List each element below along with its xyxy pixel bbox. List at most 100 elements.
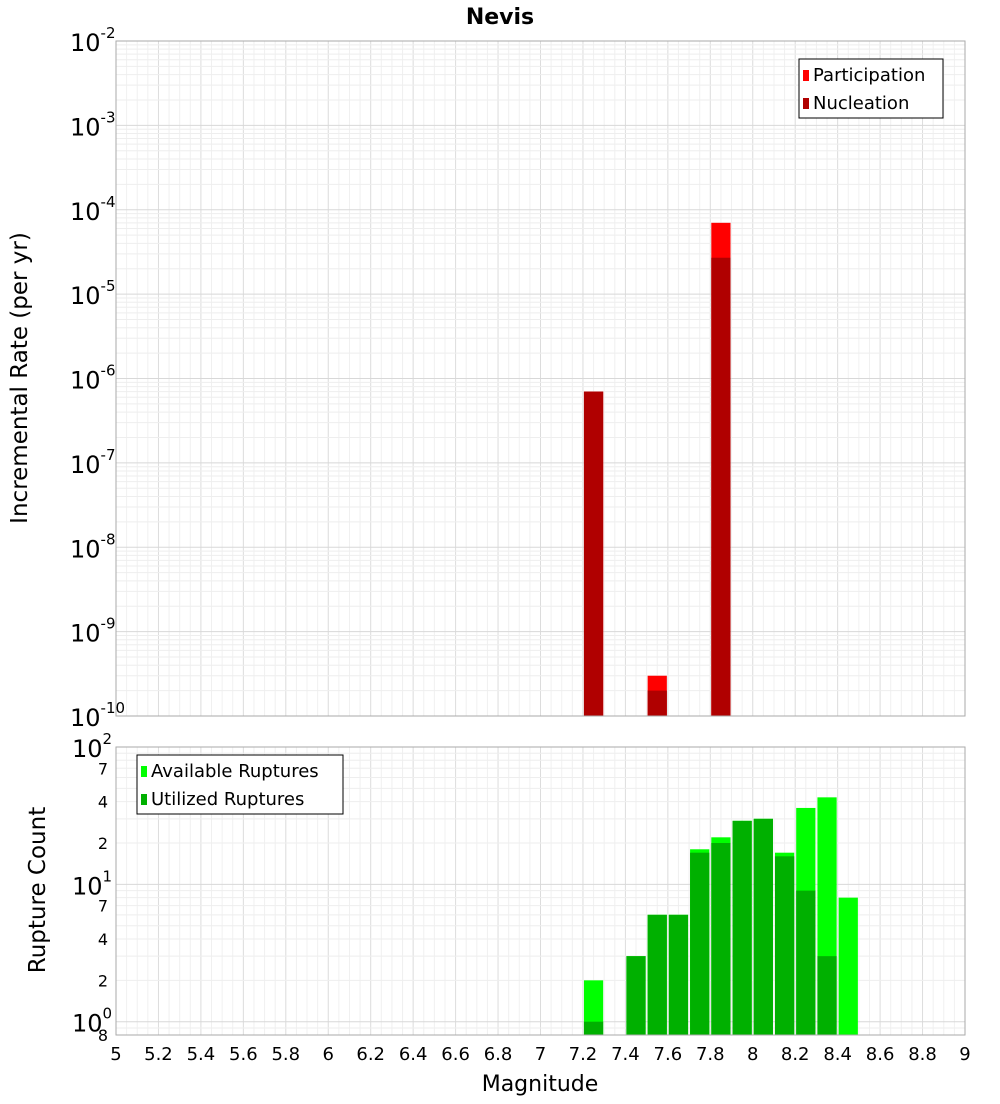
top-plot-border <box>115 40 966 717</box>
top-y-tick-exponent: -5 <box>101 277 116 295</box>
top-y-tick-base: 10 <box>70 451 101 479</box>
x-tick-label: 6.6 <box>441 1044 470 1065</box>
bottom-y-tick-label: 8 <box>98 1026 108 1045</box>
bottom-bar-utilized-ruptures <box>583 1021 604 1035</box>
top-y-tick-base: 10 <box>70 620 101 648</box>
chart-title: Nevis <box>466 5 534 30</box>
x-tick-label: 5 <box>110 1044 121 1065</box>
top-y-tick-label: 10-4 <box>70 193 116 226</box>
top-y-tick-exponent: -2 <box>101 24 116 42</box>
bottom-legend: Available Ruptures Utilized Ruptures <box>136 754 344 815</box>
bottom-legend-label: Available Ruptures <box>151 761 319 782</box>
bottom-y-tick-label: 4 <box>98 930 108 949</box>
x-tick-label: 9 <box>959 1044 970 1065</box>
bottom-y-tick-label: 7 <box>98 759 108 778</box>
top-legend-swatch <box>803 70 809 81</box>
top-y-tick-exponent: -7 <box>101 446 116 464</box>
bottom-legend-swatch <box>141 766 147 777</box>
top-y-tick-label: 10-2 <box>70 24 116 57</box>
x-tick-label: 7.8 <box>696 1044 725 1065</box>
x-tick-label: 7 <box>535 1044 546 1065</box>
bottom-bar-utilized-ruptures <box>626 956 646 1035</box>
top-y-tick-exponent: -6 <box>101 362 116 380</box>
x-tick-label: 5.2 <box>144 1044 173 1065</box>
x-tick-label: 6.4 <box>399 1044 428 1065</box>
top-legend-label: Nucleation <box>813 93 909 114</box>
bottom-bar-utilized-ruptures <box>711 843 731 1035</box>
top-legend-label: Participation <box>813 65 925 86</box>
top-bar-nucleation <box>583 391 604 716</box>
x-tick-label: 7.2 <box>569 1044 598 1065</box>
top-legend-box <box>798 58 944 119</box>
bottom-y-tick-label: 2 <box>98 834 108 853</box>
bottom-bar-utilized-ruptures <box>753 818 773 1035</box>
bottom-bar-utilized-ruptures <box>732 820 752 1035</box>
x-tick-label: 6.8 <box>484 1044 513 1065</box>
top-legend-swatch <box>803 98 809 109</box>
bottom-y-axis-label: Rupture Count <box>25 807 51 973</box>
top-y-tick-exponent: -4 <box>101 193 116 211</box>
top-y-axis-label: Incremental Rate (per yr) <box>7 232 33 524</box>
bottom-y-tick-exponent: 0 <box>103 1005 113 1023</box>
x-tick-label: 8 <box>747 1044 758 1065</box>
top-y-tick-base: 10 <box>70 113 101 141</box>
top-bar-nucleation <box>647 690 667 716</box>
bottom-legend-label: Utilized Ruptures <box>151 789 304 810</box>
bottom-y-tick-base: 10 <box>72 735 103 763</box>
x-tick-label: 7.6 <box>654 1044 683 1065</box>
bottom-bar-utilized-ruptures <box>668 914 689 1035</box>
bottom-y-tick-base: 10 <box>72 872 103 900</box>
top-y-tick-base: 10 <box>70 198 101 226</box>
x-tick-label: 5.4 <box>187 1044 216 1065</box>
x-tick-label: 5.6 <box>229 1044 258 1065</box>
bottom-legend-swatch <box>141 794 147 805</box>
x-axis-label: Magnitude <box>482 1072 599 1097</box>
top-y-tick-exponent: -10 <box>101 699 126 717</box>
bottom-plot-border <box>115 746 966 1036</box>
x-tick-label: 8.6 <box>866 1044 895 1065</box>
top-y-tick-base: 10 <box>70 535 101 563</box>
bottom-y-tick-exponent: 1 <box>103 867 113 885</box>
top-y-tick-label: 10-8 <box>70 530 116 563</box>
bottom-bar-utilized-ruptures <box>774 856 795 1035</box>
bottom-y-tick-label: 102 <box>72 730 112 763</box>
bottom-bar-utilized-ruptures <box>796 890 816 1035</box>
bottom-legend-box <box>136 754 344 815</box>
bottom-y-tick-label: 100 <box>72 1005 112 1038</box>
top-plot <box>115 40 966 717</box>
x-tick-label: 7.4 <box>611 1044 640 1065</box>
x-tick-label: 5.8 <box>271 1044 300 1065</box>
top-legend: Participation Nucleation <box>798 58 944 119</box>
bottom-y-tick-label: 2 <box>98 971 108 990</box>
top-y-tick-label: 10-6 <box>70 362 116 395</box>
bottom-y-tick-exponent: 2 <box>103 730 113 748</box>
bottom-y-tick-label: 4 <box>98 793 108 812</box>
top-y-tick-base: 10 <box>70 367 101 395</box>
bottom-bar-utilized-ruptures <box>690 852 710 1035</box>
bottom-bar-available-ruptures <box>583 980 604 1035</box>
top-y-tick-label: 10-5 <box>70 277 116 310</box>
top-y-tick-label: 10-3 <box>70 108 116 141</box>
top-bar-nucleation <box>711 257 731 716</box>
top-y-tick-label: 10-9 <box>70 615 116 648</box>
top-y-tick-exponent: -3 <box>101 108 116 126</box>
x-tick-label: 8.2 <box>781 1044 810 1065</box>
bottom-y-tick-base: 10 <box>72 1010 103 1038</box>
top-y-tick-exponent: -9 <box>101 615 116 633</box>
x-tick-label: 8.8 <box>908 1044 937 1065</box>
x-tick-label: 6.2 <box>356 1044 385 1065</box>
top-y-tick-exponent: -8 <box>101 530 116 548</box>
bottom-y-tick-label: 101 <box>72 867 112 900</box>
bottom-bar-utilized-ruptures <box>647 914 667 1035</box>
top-y-tick-base: 10 <box>70 29 101 57</box>
top-y-tick-label: 10-7 <box>70 446 116 479</box>
bottom-bar-available-ruptures <box>838 897 858 1035</box>
bottom-y-tick-label: 7 <box>98 897 108 916</box>
top-y-tick-base: 10 <box>70 704 101 732</box>
bottom-bar-utilized-ruptures <box>817 956 837 1035</box>
x-tick-label: 6 <box>323 1044 334 1065</box>
x-tick-label: 8.4 <box>823 1044 852 1065</box>
top-y-tick-label: 10-10 <box>70 699 125 732</box>
